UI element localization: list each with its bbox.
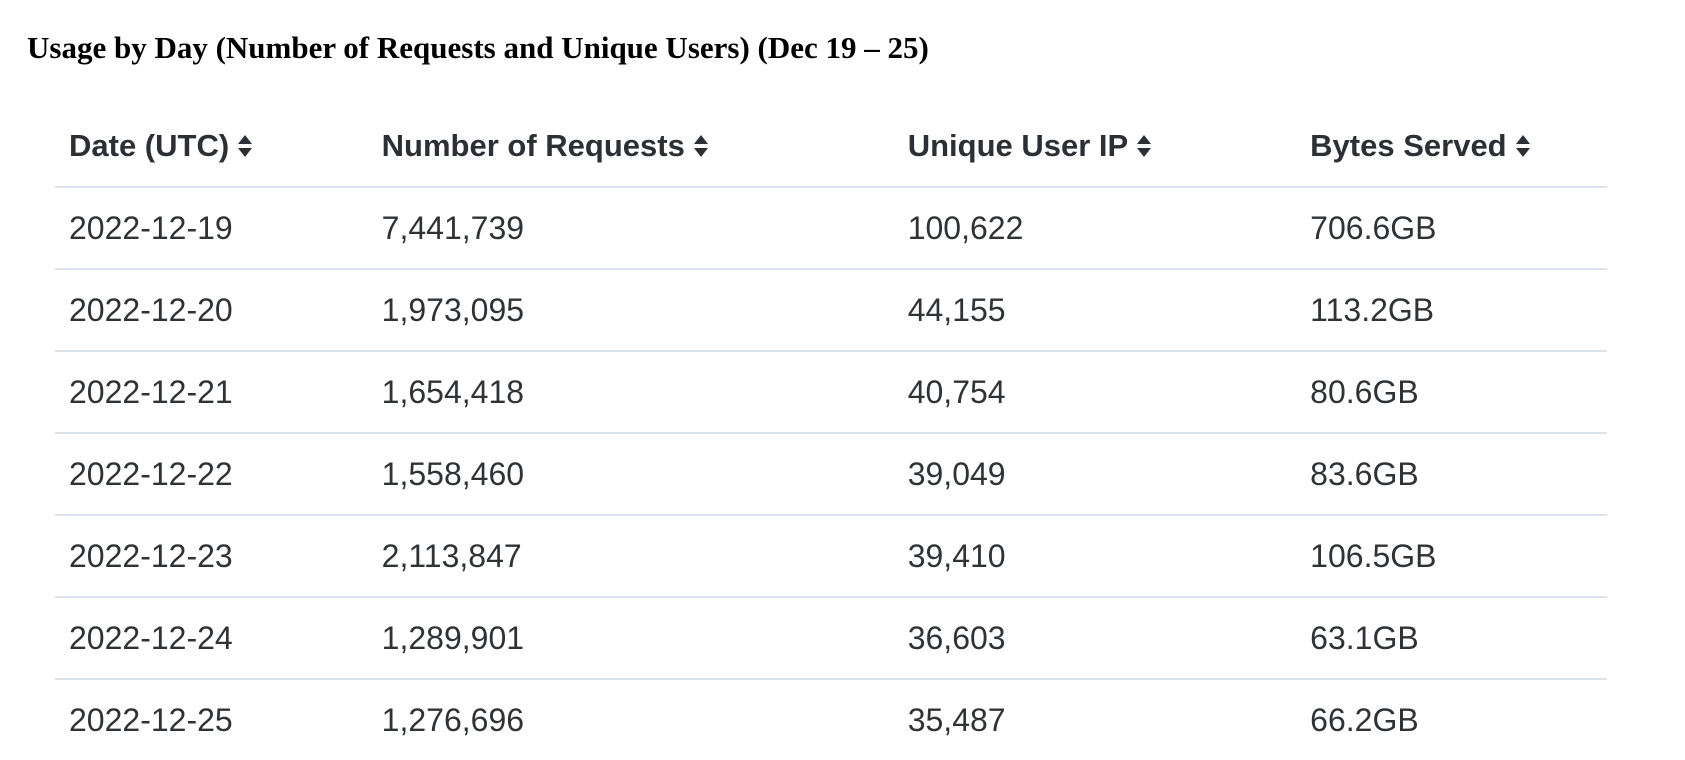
column-header-requests[interactable]: Number of Requests (368, 106, 894, 187)
table-row: 2022-12-25 1,276,696 35,487 66.2GB (55, 678, 1607, 760)
cell-bytes: 66.2GB (1296, 678, 1607, 760)
cell-date: 2022-12-25 (55, 678, 368, 760)
table-row: 2022-12-20 1,973,095 44,155 113.2GB (55, 268, 1607, 351)
column-header-label: Date (UTC) (69, 128, 230, 163)
page-title: Usage by Day (Number of Requests and Uni… (27, 30, 929, 65)
cell-date: 2022-12-19 (55, 186, 368, 269)
cell-unique-ip: 39,049 (893, 432, 1297, 515)
column-header-label: Unique User IP (907, 128, 1129, 163)
column-header-date[interactable]: Date (UTC) (55, 106, 368, 187)
sort-icon[interactable] (236, 132, 254, 160)
sort-icon[interactable] (692, 132, 710, 160)
table-row: 2022-12-23 2,113,847 39,410 106.5GB (55, 514, 1607, 597)
column-header-label: Bytes Served (1310, 128, 1507, 163)
cell-unique-ip: 100,622 (893, 186, 1297, 269)
cell-bytes: 83.6GB (1296, 432, 1607, 515)
table-row: 2022-12-24 1,289,901 36,603 63.1GB (55, 596, 1607, 679)
cell-date: 2022-12-23 (55, 514, 368, 597)
column-header-bytes[interactable]: Bytes Served (1296, 106, 1607, 187)
sort-icon[interactable] (1514, 132, 1532, 160)
cell-unique-ip: 35,487 (893, 678, 1297, 760)
cell-date: 2022-12-22 (55, 432, 368, 515)
cell-date: 2022-12-24 (55, 596, 368, 679)
column-header-label: Number of Requests (381, 128, 685, 163)
cell-requests: 1,276,696 (367, 678, 894, 760)
cell-requests: 7,441,739 (367, 186, 894, 269)
cell-bytes: 106.5GB (1296, 514, 1607, 597)
table-row: 2022-12-21 1,654,418 40,754 80.6GB (55, 350, 1607, 433)
cell-unique-ip: 39,410 (893, 514, 1297, 597)
column-header-unique-ip[interactable]: Unique User IP (894, 106, 1296, 187)
table-header-row: Date (UTC) Number of Requests Unique Use… (55, 106, 1607, 187)
cell-date: 2022-12-20 (55, 268, 368, 351)
cell-requests: 1,289,901 (367, 596, 894, 679)
cell-requests: 1,654,418 (367, 350, 894, 433)
cell-unique-ip: 40,754 (893, 350, 1297, 433)
cell-requests: 2,113,847 (367, 514, 894, 597)
cell-bytes: 706.6GB (1296, 186, 1607, 269)
cell-unique-ip: 36,603 (893, 596, 1297, 679)
cell-requests: 1,558,460 (367, 432, 894, 515)
sort-icon[interactable] (1135, 132, 1153, 160)
cell-bytes: 63.1GB (1296, 596, 1607, 679)
table-row: 2022-12-19 7,441,739 100,622 706.6GB (55, 186, 1607, 269)
cell-bytes: 113.2GB (1296, 268, 1607, 351)
cell-date: 2022-12-21 (55, 350, 368, 433)
table-row: 2022-12-22 1,558,460 39,049 83.6GB (55, 432, 1607, 515)
cell-bytes: 80.6GB (1296, 350, 1607, 433)
cell-unique-ip: 44,155 (893, 268, 1297, 351)
usage-table: Date (UTC) Number of Requests Unique Use… (55, 106, 1607, 760)
cell-requests: 1,973,095 (367, 268, 894, 351)
